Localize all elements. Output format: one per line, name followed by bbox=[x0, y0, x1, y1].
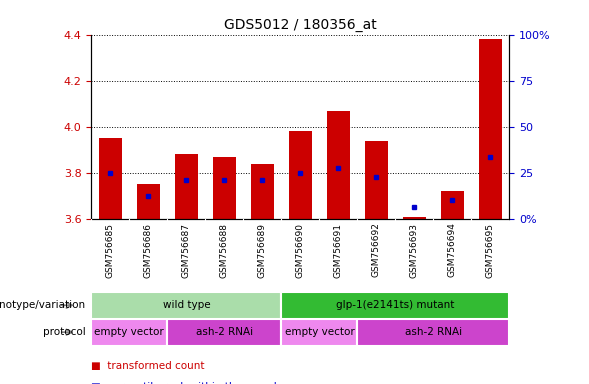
Title: GDS5012 / 180356_at: GDS5012 / 180356_at bbox=[224, 18, 377, 32]
Text: genotype/variation: genotype/variation bbox=[0, 300, 85, 310]
Text: empty vector: empty vector bbox=[284, 327, 354, 337]
Text: wild type: wild type bbox=[163, 300, 210, 310]
Bar bbox=[282, 319, 358, 346]
Text: GSM756695: GSM756695 bbox=[486, 223, 495, 278]
Bar bbox=[213, 157, 236, 219]
Text: ash-2 RNAi: ash-2 RNAi bbox=[405, 327, 462, 337]
Bar bbox=[91, 292, 282, 319]
Bar bbox=[479, 39, 502, 219]
Bar bbox=[358, 319, 509, 346]
Bar bbox=[175, 154, 198, 219]
Text: glp-1(e2141ts) mutant: glp-1(e2141ts) mutant bbox=[336, 300, 455, 310]
Text: ■  transformed count: ■ transformed count bbox=[91, 361, 205, 371]
Text: ■  percentile rank within the sample: ■ percentile rank within the sample bbox=[91, 382, 283, 384]
Text: GSM756690: GSM756690 bbox=[296, 223, 305, 278]
Text: GSM756691: GSM756691 bbox=[334, 223, 343, 278]
Bar bbox=[91, 319, 167, 346]
Bar bbox=[251, 164, 274, 219]
Bar bbox=[167, 319, 282, 346]
Text: GSM756693: GSM756693 bbox=[410, 223, 419, 278]
Bar bbox=[327, 111, 350, 219]
Text: GSM756686: GSM756686 bbox=[144, 223, 153, 278]
Text: GSM756689: GSM756689 bbox=[258, 223, 267, 278]
Text: empty vector: empty vector bbox=[94, 327, 164, 337]
Bar bbox=[441, 191, 464, 219]
Text: GSM756694: GSM756694 bbox=[448, 223, 457, 277]
Bar bbox=[403, 217, 426, 219]
Bar bbox=[365, 141, 388, 219]
Text: GSM756687: GSM756687 bbox=[182, 223, 191, 278]
Bar bbox=[282, 292, 509, 319]
Text: GSM756685: GSM756685 bbox=[106, 223, 115, 278]
Text: protocol: protocol bbox=[42, 327, 85, 337]
Bar bbox=[289, 131, 312, 219]
Text: GSM756688: GSM756688 bbox=[220, 223, 229, 278]
Text: GSM756692: GSM756692 bbox=[372, 223, 381, 277]
Text: ash-2 RNAi: ash-2 RNAi bbox=[196, 327, 253, 337]
Bar bbox=[137, 184, 160, 219]
Bar bbox=[99, 138, 122, 219]
